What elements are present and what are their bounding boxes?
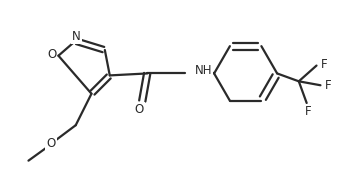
Text: NH: NH (194, 64, 212, 77)
Text: F: F (325, 79, 331, 92)
Text: O: O (46, 137, 56, 150)
Text: N: N (72, 30, 81, 43)
Text: F: F (321, 58, 328, 71)
Text: F: F (305, 105, 312, 118)
Text: O: O (135, 103, 144, 116)
Text: O: O (47, 48, 56, 61)
